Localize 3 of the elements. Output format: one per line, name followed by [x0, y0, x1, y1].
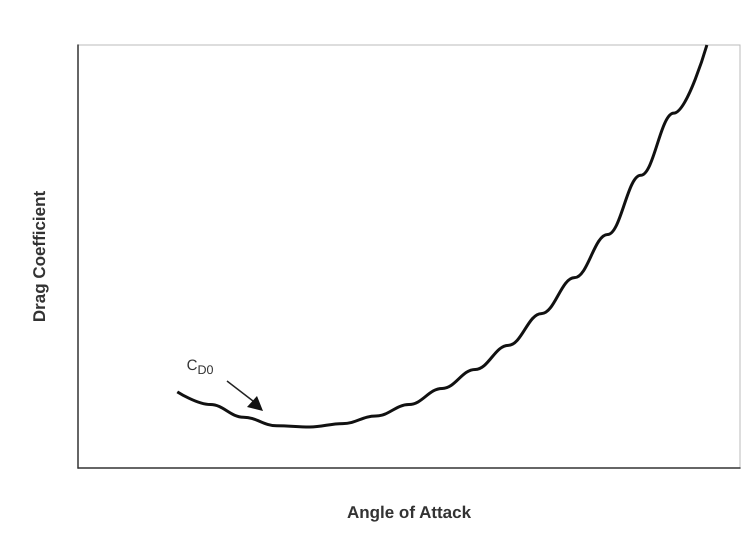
x-axis-title: Angle of Attack	[346, 503, 472, 522]
y-axis-title: Drag Coefficient	[30, 190, 49, 322]
annotation: C$_{D0}$	[186, 356, 214, 377]
